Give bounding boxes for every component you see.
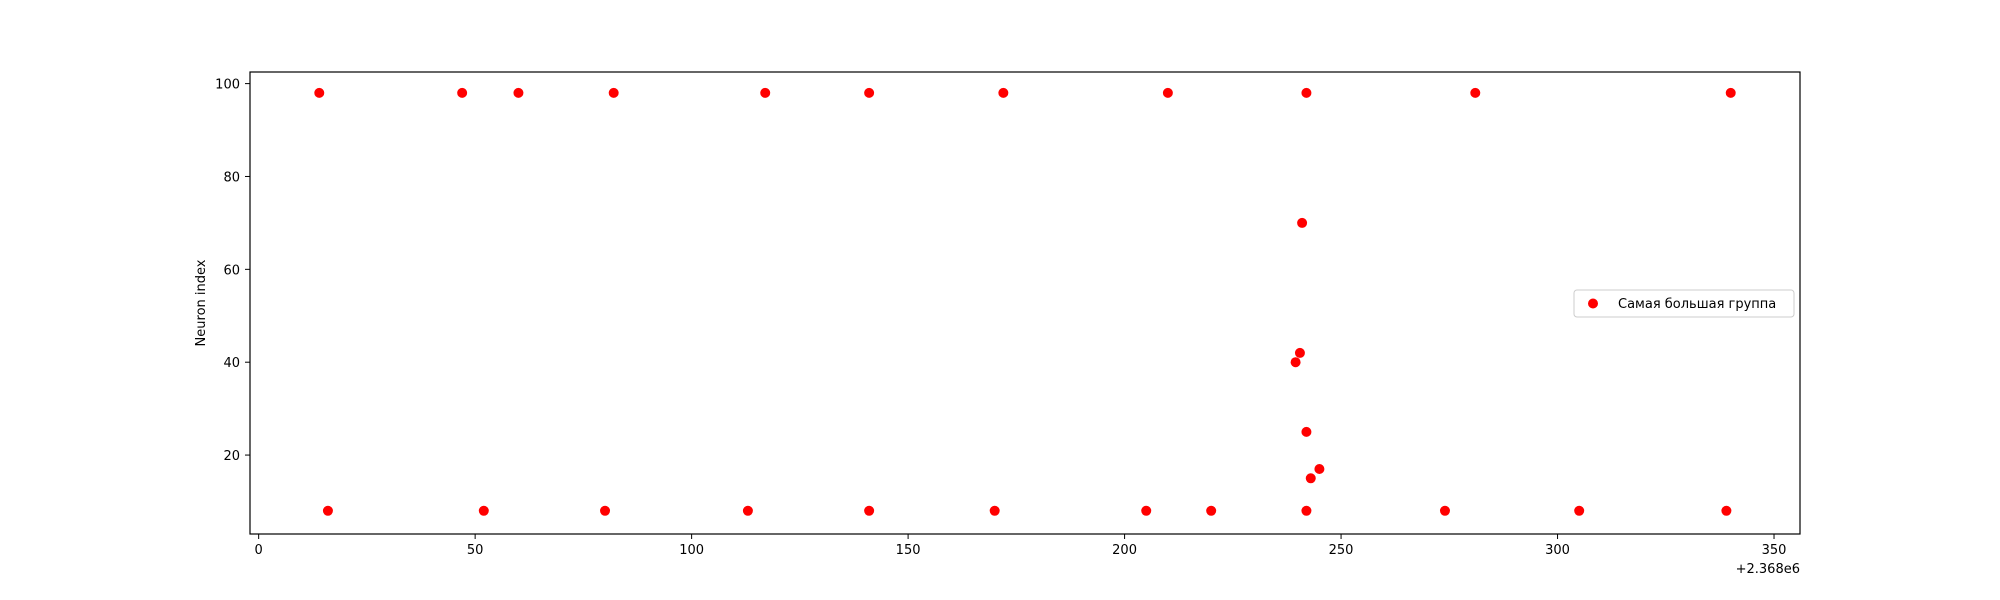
data-point bbox=[1206, 505, 1217, 516]
data-point bbox=[608, 87, 619, 98]
data-point bbox=[1721, 505, 1732, 516]
y-tick-label: 80 bbox=[223, 170, 240, 185]
data-point bbox=[1162, 87, 1173, 98]
data-point bbox=[864, 505, 875, 516]
legend-label: Самая большая группа bbox=[1618, 297, 1776, 312]
data-point bbox=[760, 87, 771, 98]
x-tick-label: 50 bbox=[467, 543, 484, 558]
data-point bbox=[864, 87, 875, 98]
data-point bbox=[1301, 426, 1312, 437]
data-point bbox=[1141, 505, 1152, 516]
data-point bbox=[989, 505, 1000, 516]
plot-area bbox=[250, 72, 1800, 534]
data-point bbox=[478, 505, 489, 516]
data-point bbox=[998, 87, 1009, 98]
data-point bbox=[1294, 347, 1305, 358]
data-point bbox=[1314, 463, 1325, 474]
data-point bbox=[1290, 357, 1301, 368]
data-point bbox=[314, 87, 325, 98]
x-tick-label: 300 bbox=[1545, 543, 1570, 558]
data-points bbox=[314, 87, 1736, 516]
y-tick-label: 20 bbox=[223, 449, 240, 464]
x-tick-label: 250 bbox=[1329, 543, 1354, 558]
data-point bbox=[457, 87, 468, 98]
legend-marker bbox=[1588, 298, 1598, 309]
data-point bbox=[1301, 87, 1312, 98]
x-tick-label: 0 bbox=[255, 543, 263, 558]
data-point bbox=[1305, 473, 1316, 484]
y-tick-label: 100 bbox=[215, 78, 240, 93]
data-point bbox=[1297, 217, 1308, 228]
x-tick-label: 150 bbox=[896, 543, 921, 558]
legend: Самая большая группа bbox=[1573, 289, 1795, 318]
data-point bbox=[1725, 87, 1736, 98]
y-axis-ticks: 20 40 60 80 100 bbox=[215, 78, 250, 464]
data-point bbox=[1574, 505, 1585, 516]
y-axis-label: Neuron index bbox=[194, 259, 209, 346]
x-offset-label: +2.368e6 bbox=[1736, 562, 1800, 577]
y-tick-label: 40 bbox=[223, 356, 240, 371]
legend-frame bbox=[1573, 289, 1795, 318]
data-point bbox=[600, 505, 611, 516]
data-point bbox=[513, 87, 524, 98]
x-tick-label: 100 bbox=[679, 543, 704, 558]
data-point bbox=[322, 505, 333, 516]
y-tick-label: 60 bbox=[223, 263, 240, 278]
x-tick-label: 350 bbox=[1762, 543, 1787, 558]
x-tick-label: 200 bbox=[1112, 543, 1137, 558]
plot-frame bbox=[249, 71, 1801, 535]
data-point bbox=[1301, 505, 1312, 516]
data-point bbox=[1470, 87, 1481, 98]
x-axis-ticks: 0 50 100 150 200 250 300 350 bbox=[255, 534, 1787, 558]
data-point bbox=[742, 505, 753, 516]
data-point bbox=[1439, 505, 1450, 516]
